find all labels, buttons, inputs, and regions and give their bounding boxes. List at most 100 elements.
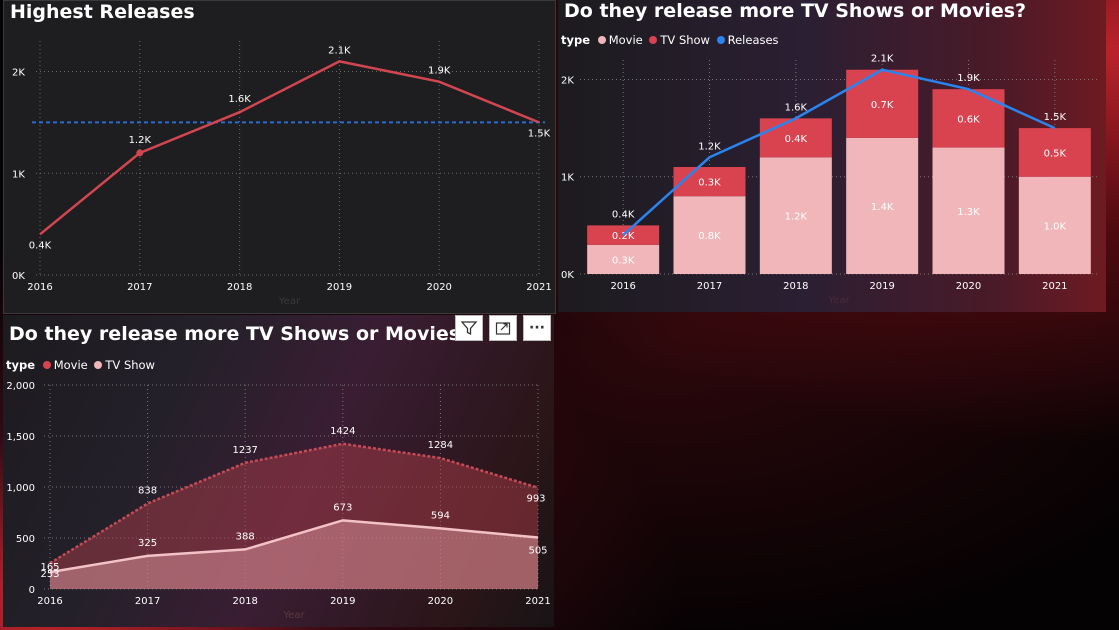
y-tick-label: 0K — [12, 271, 25, 282]
data-label-movie: 1284 — [428, 440, 453, 451]
bar-tvshow — [846, 69, 919, 138]
data-label-movie: 1237 — [232, 445, 257, 456]
data-point — [136, 149, 144, 157]
x-tick-label: 2019 — [327, 282, 352, 293]
bar-movie — [587, 244, 660, 274]
data-label: 1.2K — [129, 135, 152, 146]
panel-title: Do they release more TV Shows or Movies? — [9, 323, 472, 345]
data-label-movie: 993 — [526, 494, 545, 505]
tv-vs-movies-area-panel[interactable]: Do they release more TV Shows or Movies?… — [3, 315, 554, 627]
bar-label-tvshow: 0.2K — [612, 231, 635, 242]
legend-item-releases[interactable]: Releases — [716, 33, 779, 47]
x-tick-label: 2021 — [526, 282, 551, 293]
x-tick-label: 2020 — [956, 281, 981, 292]
legend-title: type — [561, 33, 591, 47]
bar-tvshow — [673, 167, 746, 197]
data-label: 0.4K — [29, 240, 52, 251]
bar-movie — [932, 147, 1005, 274]
data-label-movie: 1424 — [330, 426, 355, 437]
bar-label-tvshow: 0.4K — [785, 134, 808, 145]
bar-label-movie: 0.8K — [698, 231, 721, 242]
legend-item-tvshow[interactable]: TV Show — [94, 358, 155, 372]
x-tick-label: 2016 — [27, 282, 52, 293]
y-tick-label: 1K — [12, 169, 25, 180]
releases-line — [39, 60, 540, 236]
legend-marker — [649, 36, 658, 44]
bar-label-movie: 1.4K — [871, 202, 894, 213]
filter-icon[interactable] — [455, 315, 483, 341]
bar-label-movie: 1.2K — [785, 212, 808, 223]
x-tick-label: 2020 — [426, 282, 451, 293]
data-label-tvshow: 594 — [431, 510, 450, 521]
x-tick-label: 2016 — [37, 596, 62, 607]
data-label: 1.6K — [228, 94, 251, 105]
tv-vs-movies-bar-panel[interactable]: Do they release more TV Shows or Movies?… — [558, 0, 1106, 312]
chart-legend: type Movie TV Show Releases — [561, 33, 782, 47]
legend-item-movie[interactable]: Movie — [42, 358, 88, 372]
y-tick-label: 2,000 — [6, 381, 35, 392]
x-axis-title: Year — [278, 296, 301, 307]
legend-label: Movie — [608, 33, 643, 47]
x-tick-label: 2018 — [227, 282, 252, 293]
data-label: 2.1K — [328, 45, 351, 56]
x-tick-label: 2017 — [697, 281, 722, 292]
bar-tvshow — [1018, 128, 1091, 177]
data-label-movie: 253 — [40, 569, 59, 580]
bar-tvshow — [759, 118, 832, 158]
y-tick-label: 1,000 — [6, 483, 35, 494]
x-tick-label: 2021 — [1042, 281, 1067, 292]
legend-label: Releases — [727, 33, 779, 47]
line-label-releases: 2.1K — [871, 54, 894, 65]
data-label-tvshow: 505 — [528, 545, 547, 556]
bar-label-movie: 0.3K — [612, 255, 635, 266]
data-label-tvshow: 325 — [138, 538, 157, 549]
y-tick-label: 1K — [561, 173, 574, 184]
bar-label-movie: 1.3K — [957, 207, 980, 218]
legend-title: type — [6, 358, 36, 372]
legend-item-movie[interactable]: Movie — [597, 33, 643, 47]
tv-vs-movies-area-chart: 2016 2017 2018 2019 2020 2021 0 500 1,000 1,500 2,… — [6, 381, 550, 621]
x-tick-label: 2019 — [869, 281, 894, 292]
legend-marker — [42, 361, 51, 369]
x-tick-label: 2017 — [127, 282, 152, 293]
area-tvshow — [50, 520, 538, 589]
x-tick-label: 2018 — [783, 281, 808, 292]
bar-movie — [1018, 176, 1091, 274]
bar-label-tvshow: 0.7K — [871, 100, 894, 111]
y-tick-label: 1,500 — [6, 432, 35, 443]
line-movie — [49, 442, 539, 565]
bar-movie — [759, 157, 832, 274]
legend-label: TV Show — [105, 358, 155, 372]
bar-movie — [673, 196, 746, 274]
x-tick-label: 2019 — [330, 596, 355, 607]
y-tick-label: 0 — [29, 585, 35, 596]
y-tick-label: 2K — [12, 68, 25, 79]
bar-label-tvshow: 0.5K — [1044, 148, 1067, 159]
legend-marker — [716, 36, 725, 44]
focus-mode-icon[interactable] — [489, 315, 517, 341]
tv-vs-movies-bar-chart: 2016 2017 2018 2019 2020 2021 0K 1K 2K 0.3K 0.2K 0.… — [561, 54, 1098, 306]
x-tick-label: 2017 — [135, 596, 160, 607]
line-label-releases: 1.6K — [785, 102, 808, 113]
bar-label-tvshow: 0.6K — [957, 114, 980, 125]
data-label-tvshow: 673 — [333, 502, 352, 513]
bar-label-tvshow: 0.3K — [698, 178, 721, 189]
chart-legend: type Movie TV Show — [6, 358, 158, 372]
bar-movie — [846, 137, 919, 274]
line-label-releases: 1.2K — [698, 141, 721, 152]
legend-label: Movie — [53, 358, 88, 372]
line-label-releases: 0.4K — [612, 209, 635, 220]
data-label: 1.9K — [428, 66, 451, 77]
legend-label: TV Show — [660, 33, 710, 47]
line-label-releases: 1.5K — [1044, 112, 1067, 123]
x-tick-label: 2021 — [525, 596, 550, 607]
line-tvshow — [49, 519, 539, 574]
y-tick-label: 2K — [561, 75, 574, 86]
line-label-releases: 1.9K — [957, 73, 980, 84]
highest-releases-panel[interactable]: Highest Releases 2016 2017 2018 2019 2020 202… — [3, 0, 556, 314]
data-label-movie: 838 — [138, 486, 157, 497]
panel-title: Do they release more TV Shows or Movies? — [564, 0, 1027, 22]
x-axis-title: Year — [827, 295, 850, 306]
more-options-icon[interactable]: ··· — [523, 315, 551, 341]
legend-item-tvshow[interactable]: TV Show — [649, 33, 710, 47]
